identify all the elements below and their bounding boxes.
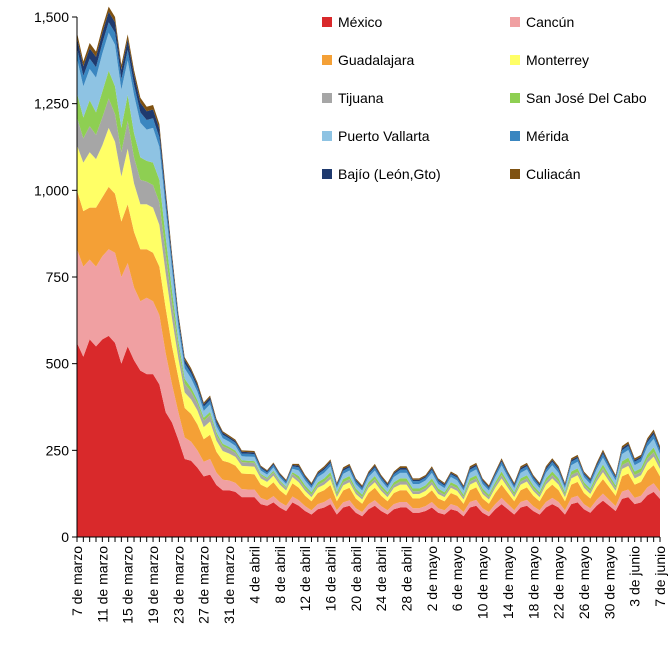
y-tick-label: 0	[61, 529, 69, 545]
y-tick-label: 750	[46, 269, 70, 285]
area	[77, 335, 660, 537]
x-tick-label: 3 de junio	[627, 546, 643, 607]
x-tick-label: 15 de marzo	[120, 546, 136, 624]
legend-swatch	[510, 17, 520, 27]
y-tick-label: 1,000	[34, 182, 69, 198]
legend-label: Monterrey	[526, 52, 589, 68]
x-tick-label: 16 de abril	[322, 546, 338, 611]
x-tick-label: 11 de marzo	[94, 546, 110, 623]
x-tick-label: 20 de abril	[348, 546, 364, 611]
legend-label: Culiacán	[526, 166, 580, 182]
x-tick-label: 4 de abril	[246, 546, 262, 604]
legend-swatch	[510, 131, 520, 141]
x-tick-label: 6 de mayo	[449, 546, 465, 612]
x-tick-label: 22 de mayo	[551, 546, 567, 619]
y-tick-label: 1,250	[34, 96, 69, 112]
legend-label: Puerto Vallarta	[338, 128, 430, 144]
y-tick-label: 1,500	[34, 9, 69, 25]
y-tick-label: 500	[46, 356, 70, 372]
legend-label: Guadalajara	[338, 52, 414, 68]
legend-label: Bajío (León,Gto)	[338, 166, 441, 182]
x-tick-label: 18 de mayo	[525, 546, 541, 619]
y-tick-label: 250	[46, 442, 70, 458]
legend-swatch	[510, 169, 520, 179]
x-tick-label: 12 de abril	[297, 546, 313, 611]
x-tick-label: 23 de marzo	[170, 546, 186, 624]
legend-swatch	[322, 55, 332, 65]
legend-label: Cancún	[526, 14, 574, 30]
legend-label: Mérida	[526, 128, 569, 144]
x-tick-label: 10 de mayo	[475, 546, 491, 619]
x-tick-label: 27 de marzo	[196, 546, 212, 624]
x-tick-label: 7 de junio	[652, 546, 668, 607]
x-tick-label: 28 de abril	[399, 546, 415, 611]
x-tick-label: 14 de mayo	[500, 546, 516, 619]
legend-swatch	[322, 93, 332, 103]
legend-swatch	[322, 169, 332, 179]
legend-label: México	[338, 14, 383, 30]
x-tick-label: 26 de mayo	[576, 546, 592, 619]
legend-label: Tijuana	[338, 90, 384, 106]
x-tick-label: 2 de mayo	[424, 546, 440, 612]
x-tick-label: 8 de abril	[272, 546, 288, 604]
legend-swatch	[510, 55, 520, 65]
x-tick-label: 31 de marzo	[221, 546, 237, 624]
x-tick-label: 30 de mayo	[601, 546, 617, 619]
legend-swatch	[510, 93, 520, 103]
legend-swatch	[322, 17, 332, 27]
x-tick-label: 7 de marzo	[69, 546, 85, 616]
x-tick-label: 24 de abril	[373, 546, 389, 611]
x-tick-label: 19 de marzo	[145, 546, 161, 624]
legend-swatch	[322, 131, 332, 141]
legend-label: San José Del Cabo	[526, 90, 647, 106]
